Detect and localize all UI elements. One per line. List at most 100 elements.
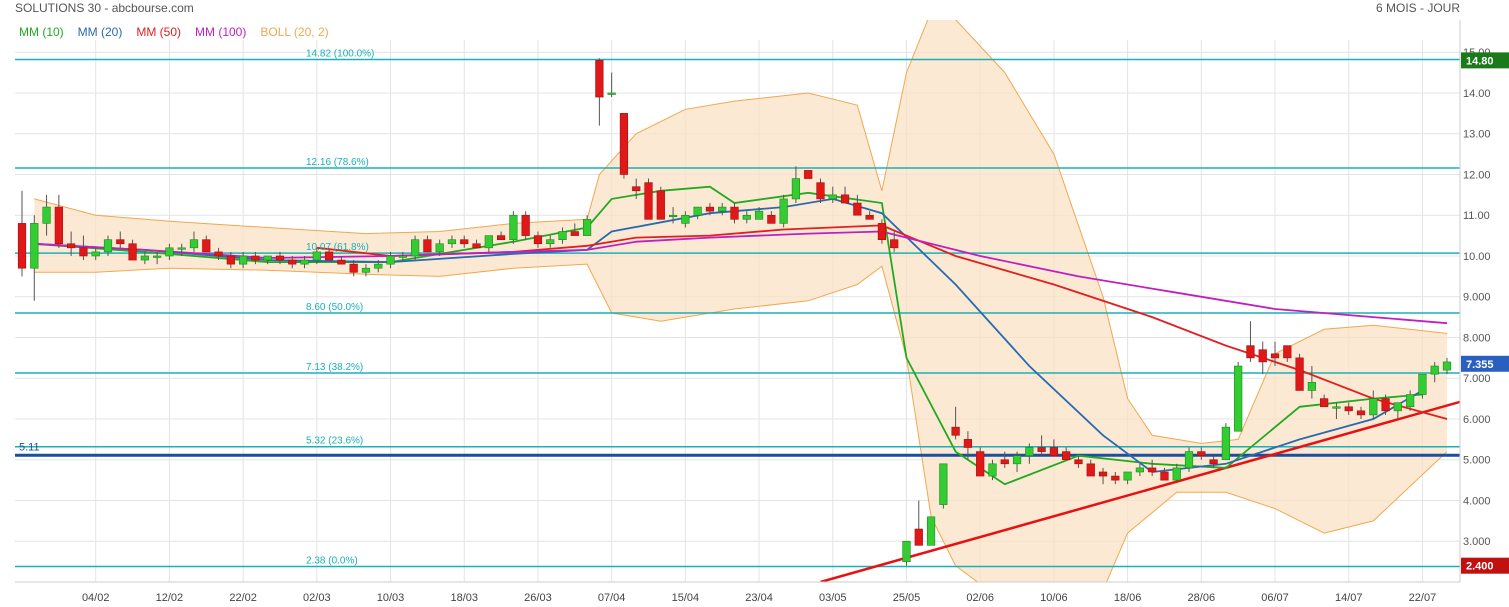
x-tick-label: 22/02 xyxy=(229,592,257,604)
candle xyxy=(1258,341,1267,375)
bollinger-upper xyxy=(34,20,1448,444)
candle-body xyxy=(914,528,923,546)
candle xyxy=(496,231,506,240)
candle-body xyxy=(1184,451,1194,469)
candle-body xyxy=(1221,426,1230,461)
candle-body xyxy=(1356,410,1366,416)
period-label[interactable]: 6 MOIS - JOUR xyxy=(1375,1,1460,15)
bollinger-lower xyxy=(34,263,1448,582)
trendline xyxy=(820,400,1460,582)
candle-body xyxy=(484,235,493,249)
candle-body xyxy=(816,182,825,200)
candle-body xyxy=(54,206,63,245)
candle-body xyxy=(153,255,162,258)
chart-title: SOLUTIONS 30 - abcbourse.com xyxy=(15,1,194,15)
candle xyxy=(386,251,395,269)
candle xyxy=(1074,455,1083,468)
candle-body xyxy=(103,239,113,253)
candle-body xyxy=(1295,357,1304,391)
candle-body xyxy=(1123,471,1132,481)
candle-body xyxy=(447,239,457,245)
candle xyxy=(1295,353,1304,391)
candle xyxy=(1184,447,1194,472)
candle-body xyxy=(656,190,665,220)
candle xyxy=(1148,459,1157,477)
x-tick-label: 04/02 xyxy=(82,592,110,604)
candle xyxy=(472,239,481,249)
candle-body xyxy=(398,255,407,258)
y-tick-label: 6.000 xyxy=(1463,414,1491,426)
candle xyxy=(1270,341,1280,367)
candle xyxy=(1418,373,1427,399)
candle-body xyxy=(791,178,801,200)
candle-body xyxy=(705,206,715,212)
x-tick-label: 14/07 xyxy=(1335,592,1363,604)
candle xyxy=(1283,345,1292,362)
candle xyxy=(865,211,874,220)
candle-body xyxy=(963,439,973,448)
candle-body xyxy=(1393,402,1402,412)
candle xyxy=(288,255,297,269)
plot-area xyxy=(15,20,1460,582)
candle-body xyxy=(1320,398,1329,408)
y-tick-label: 12.00 xyxy=(1463,169,1491,181)
candle-body xyxy=(214,251,223,257)
fib-level-label: 14.82 (100.0%) xyxy=(306,49,374,60)
candle xyxy=(742,211,751,224)
x-tick-label: 28/06 xyxy=(1188,592,1216,604)
bollinger-band-fill xyxy=(34,20,1447,582)
legend-mm50[interactable]: MM (50) xyxy=(136,25,182,39)
candle xyxy=(300,255,309,269)
candle xyxy=(902,540,911,566)
candle xyxy=(668,207,678,224)
candle xyxy=(718,203,727,216)
x-tick-label: 02/03 xyxy=(303,592,331,604)
y-tick-label: 3.000 xyxy=(1463,536,1491,548)
legend-mm20[interactable]: MM (20) xyxy=(77,25,123,39)
candle xyxy=(546,235,555,248)
candle-body xyxy=(693,206,702,216)
candle-body xyxy=(558,231,567,240)
candle-body xyxy=(988,463,997,477)
candle xyxy=(361,264,371,277)
price-tag xyxy=(1461,355,1509,372)
legend-boll[interactable]: BOLL (20, 2) xyxy=(260,25,329,39)
candle-body xyxy=(1160,471,1169,481)
candle-body xyxy=(1418,373,1427,395)
candle xyxy=(754,207,764,220)
legend-mm100[interactable]: MM (100) xyxy=(195,25,247,39)
candle xyxy=(1062,447,1071,461)
candle-body xyxy=(976,451,985,477)
candle xyxy=(103,235,113,256)
candle xyxy=(79,235,88,261)
candle xyxy=(582,215,592,236)
candle xyxy=(153,251,162,265)
y-tick-label: 5.000 xyxy=(1463,455,1491,467)
candle xyxy=(275,251,285,265)
candle xyxy=(1172,463,1181,481)
candle xyxy=(730,203,739,224)
candle xyxy=(1246,321,1255,362)
candle-body xyxy=(1442,361,1452,371)
candle xyxy=(1000,451,1009,468)
candle xyxy=(398,251,407,261)
price-tag xyxy=(1461,52,1509,69)
candle xyxy=(325,247,334,261)
candle-body xyxy=(263,255,272,261)
legend-mm10[interactable]: MM (10) xyxy=(19,25,64,39)
candle xyxy=(1406,390,1415,411)
candle-body xyxy=(877,223,887,240)
candle xyxy=(767,211,776,224)
candle-body xyxy=(42,206,51,224)
candle xyxy=(1111,471,1120,485)
candle xyxy=(914,500,923,546)
candle xyxy=(1430,361,1439,383)
candle-body xyxy=(177,247,186,250)
candle xyxy=(816,178,825,204)
y-tick-label: 11.00 xyxy=(1463,210,1490,222)
candle xyxy=(1442,357,1452,375)
candle xyxy=(1369,390,1378,419)
candle xyxy=(804,170,813,179)
